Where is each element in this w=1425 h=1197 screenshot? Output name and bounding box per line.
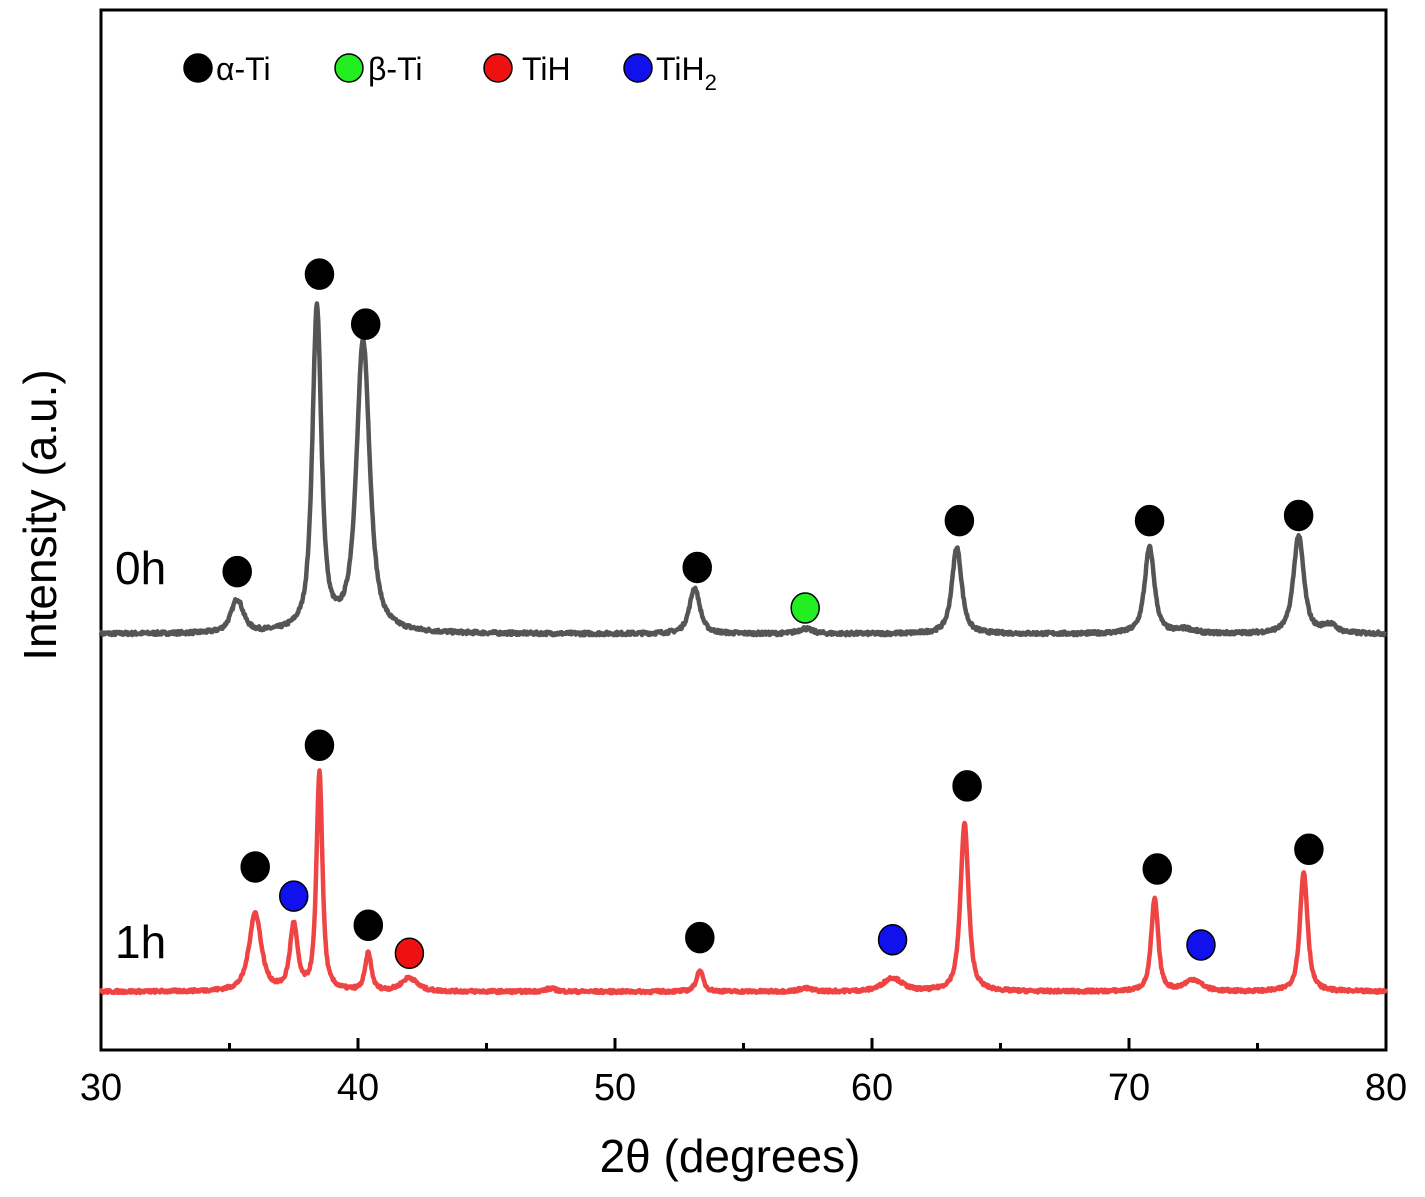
phase-marker-alpha bbox=[350, 308, 381, 340]
phase-marker-alpha bbox=[952, 770, 982, 802]
phase-marker-alpha bbox=[1142, 853, 1173, 885]
x-tick-label: 70 bbox=[1108, 1067, 1150, 1109]
phase-marker-alpha bbox=[240, 851, 270, 883]
y-axis-label: Intensity (a.u.) bbox=[14, 369, 66, 660]
legend-tih2-marker bbox=[623, 53, 653, 83]
phase-marker-alpha bbox=[1134, 504, 1165, 537]
series-label-0h: 0h bbox=[115, 542, 166, 594]
legend-beta-ti-label: β-Ti bbox=[368, 51, 423, 87]
phase-marker-alpha bbox=[944, 504, 975, 537]
x-tick-label: 40 bbox=[337, 1067, 379, 1109]
x-tick-label: 30 bbox=[80, 1067, 122, 1109]
phase-marker-alpha bbox=[682, 551, 712, 584]
phase-marker-beta bbox=[790, 592, 820, 624]
x-axis-label: 2θ (degrees) bbox=[600, 1130, 861, 1182]
phase-marker-alpha bbox=[304, 729, 335, 762]
legend-alpha-ti-marker bbox=[183, 53, 213, 83]
phase-marker-alpha bbox=[1283, 499, 1314, 532]
phase-marker-tih2 bbox=[877, 924, 908, 956]
legend-tih-marker bbox=[483, 53, 513, 83]
series-label-1h: 1h bbox=[115, 916, 166, 968]
x-tick-label: 80 bbox=[1365, 1067, 1407, 1109]
phase-markers bbox=[222, 258, 1324, 970]
x-tick-label: 60 bbox=[851, 1067, 893, 1109]
legend-alpha-ti-label: α-Ti bbox=[216, 51, 271, 87]
legend-tih2-label: TiH2 bbox=[656, 51, 717, 95]
phase-marker-alpha bbox=[222, 555, 252, 588]
series-line-1h bbox=[98, 768, 1389, 996]
legend: α-Ti β-Ti TiH TiH2 bbox=[183, 51, 717, 95]
x-tick-label: 50 bbox=[594, 1067, 636, 1109]
phase-marker-alpha bbox=[353, 909, 384, 941]
phase-marker-tih bbox=[394, 937, 425, 970]
legend-tih2-subscript: 2 bbox=[705, 70, 717, 95]
x-axis-ticks: 30 40 50 60 70 80 bbox=[80, 1038, 1407, 1109]
series-line-0h bbox=[98, 301, 1388, 638]
phase-marker-tih2 bbox=[279, 880, 309, 912]
phase-marker-alpha bbox=[685, 921, 715, 954]
legend-beta-ti-marker bbox=[334, 53, 364, 83]
phase-marker-alpha bbox=[1294, 833, 1324, 866]
series-layer bbox=[98, 301, 1389, 996]
phase-marker-tih2 bbox=[1186, 929, 1216, 961]
phase-marker-alpha bbox=[304, 258, 335, 290]
legend-tih-label: TiH bbox=[522, 51, 571, 87]
